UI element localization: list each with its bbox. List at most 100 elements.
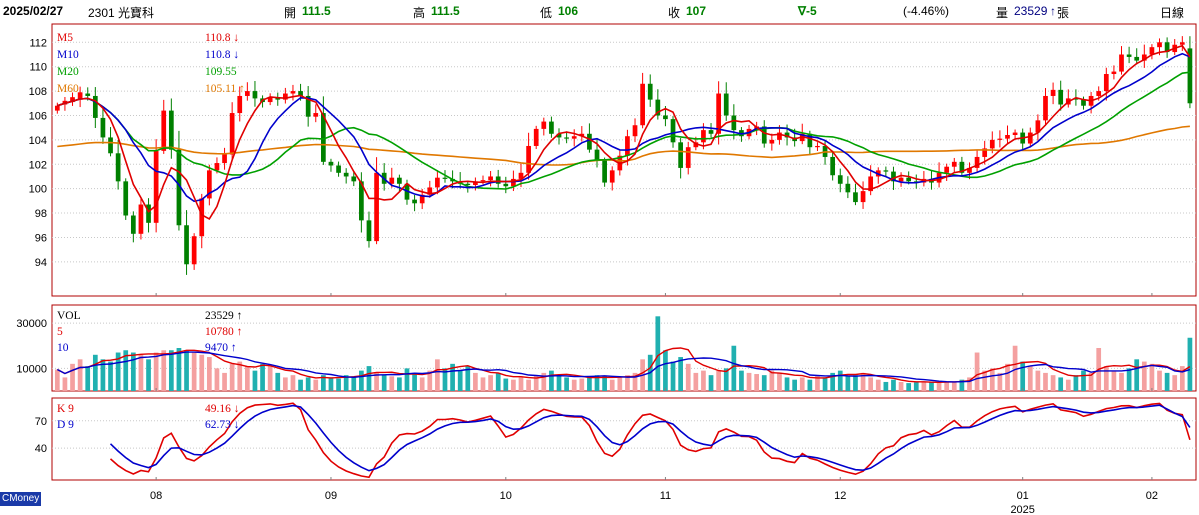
volume-bar xyxy=(130,352,136,391)
candle-body xyxy=(397,177,402,184)
volume-bar xyxy=(1164,372,1170,391)
price-tick-label: 98 xyxy=(35,208,47,220)
volume-bar xyxy=(723,368,729,391)
brand-logo: CMoney xyxy=(0,492,42,506)
volume-bar xyxy=(397,377,402,391)
volume-bar xyxy=(480,377,486,391)
candle-body xyxy=(731,115,737,131)
volume-arrow: ↑ xyxy=(1050,4,1056,18)
volume-bar xyxy=(511,379,516,391)
volume-bar xyxy=(465,366,471,391)
candle-body xyxy=(488,176,493,181)
volume-bar xyxy=(830,372,836,391)
candle-body xyxy=(442,177,448,179)
candle-body xyxy=(146,204,151,223)
candle-body xyxy=(1103,74,1109,92)
volume-bar xyxy=(1172,375,1178,391)
volume-bar xyxy=(495,372,501,391)
legend-value: 105.11 ↑ xyxy=(205,83,245,95)
low-value: 106 xyxy=(558,4,579,18)
volume-bar xyxy=(305,377,311,391)
volume-bar xyxy=(632,372,638,391)
volume-bar xyxy=(442,368,448,391)
volume-bar xyxy=(206,357,212,391)
volume-bar xyxy=(967,377,972,391)
volume-bar xyxy=(769,370,775,391)
candle-body xyxy=(161,110,167,151)
volume-bar xyxy=(594,375,600,391)
candle-body xyxy=(533,128,539,146)
candle-body xyxy=(640,83,645,126)
candle-body xyxy=(1050,89,1056,96)
volume-bar xyxy=(655,316,661,391)
volume-bar xyxy=(951,381,957,391)
volume-bar xyxy=(1058,377,1064,391)
candle-body xyxy=(184,225,189,265)
high-label: 高 xyxy=(413,6,426,20)
volume-bar xyxy=(1035,370,1041,391)
volume-bar xyxy=(351,377,357,391)
volume-bar xyxy=(123,350,129,391)
volume-bar xyxy=(381,375,387,391)
volume-legend-value: 23529 ↑ xyxy=(205,310,242,322)
candle-body xyxy=(997,138,1003,140)
candle-body xyxy=(1157,42,1162,48)
candle-body xyxy=(389,177,395,184)
volume-bar xyxy=(989,368,995,391)
candle-body xyxy=(229,113,235,155)
volume-bar xyxy=(359,370,364,391)
candle-body xyxy=(70,97,75,103)
volume-bar xyxy=(252,370,258,391)
candle-body xyxy=(351,176,357,182)
candle-body xyxy=(845,183,851,193)
legend-name: M20 xyxy=(57,66,79,78)
candle-body xyxy=(1073,98,1079,100)
close-value: 107 xyxy=(686,4,707,18)
volume-bar xyxy=(77,359,83,391)
volume-bar xyxy=(62,377,68,391)
candle-body xyxy=(663,115,668,120)
volume-legend-value: 9470 ↑ xyxy=(205,342,237,354)
volume-bar xyxy=(1065,379,1071,391)
volume-bar xyxy=(1119,372,1124,391)
legend-value: 110.8 ↓ xyxy=(205,32,239,44)
volume-bar xyxy=(146,359,151,391)
candle-body xyxy=(100,117,106,138)
volume-bar xyxy=(1157,370,1162,391)
volume-bar xyxy=(663,350,668,391)
candle-body xyxy=(328,161,334,166)
volume-bar xyxy=(906,383,912,391)
volume-bar xyxy=(450,363,455,391)
price-tick-label: 110 xyxy=(29,62,47,74)
price-tick-label: 100 xyxy=(29,184,47,196)
volume-bar xyxy=(298,379,303,391)
volume-bar xyxy=(777,372,782,391)
candle-body xyxy=(222,154,227,164)
candle-body xyxy=(336,165,341,173)
volume-bar xyxy=(222,372,227,391)
volume-bar xyxy=(366,366,372,391)
open-label: 開 xyxy=(284,6,297,20)
month-label: 09 xyxy=(325,490,337,502)
ma20-line xyxy=(57,71,1191,190)
volume-bar xyxy=(602,376,607,391)
candle-body xyxy=(1058,89,1064,105)
volume-bar xyxy=(54,369,60,391)
candle-body xyxy=(723,93,729,116)
volume-bar xyxy=(184,350,189,391)
volume-bar xyxy=(283,377,288,391)
price-tick-label: 96 xyxy=(35,232,47,244)
volume-ma10-line xyxy=(56,351,1191,383)
volume-bar xyxy=(1005,363,1010,391)
candle-body xyxy=(982,148,988,157)
candle-body xyxy=(830,156,836,176)
candle-body xyxy=(541,121,547,129)
volume-bar xyxy=(1111,370,1117,391)
candle-body xyxy=(199,198,205,237)
candle-body xyxy=(343,172,349,177)
candle-body xyxy=(868,176,874,192)
price-tick-label: 104 xyxy=(29,135,47,147)
candle-body xyxy=(891,171,896,182)
volume-bar xyxy=(868,377,874,391)
candle-body xyxy=(959,161,965,173)
